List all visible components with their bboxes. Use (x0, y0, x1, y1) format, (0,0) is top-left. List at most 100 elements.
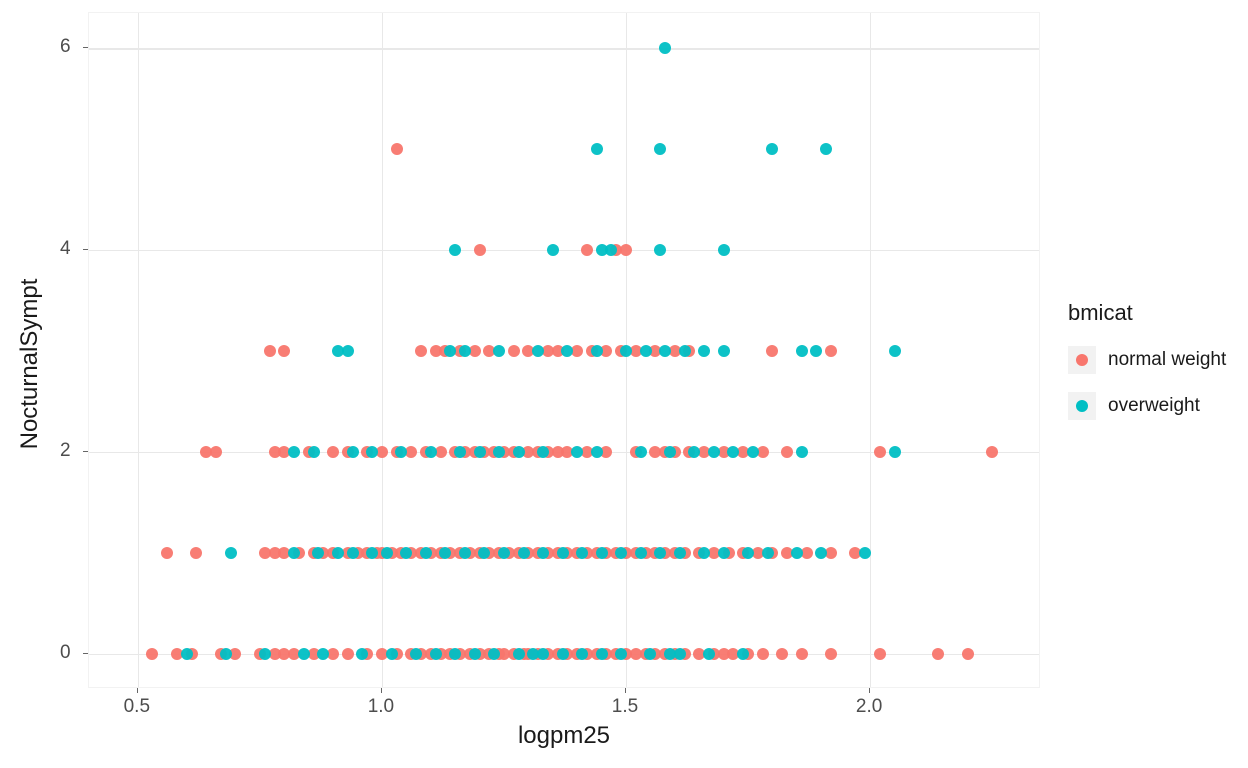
data-point (620, 244, 632, 256)
data-point (679, 345, 691, 357)
legend-item: normal weight (1068, 346, 1226, 374)
y-tick-mark (83, 249, 88, 250)
data-point (366, 446, 378, 458)
data-point (962, 648, 974, 660)
data-point (698, 345, 710, 357)
x-tick-label: 2.0 (856, 696, 882, 718)
y-tick-mark (83, 47, 88, 48)
data-point (488, 648, 500, 660)
data-point (932, 648, 944, 660)
data-point (347, 446, 359, 458)
data-point (815, 547, 827, 559)
data-point (796, 345, 808, 357)
x-tick-label: 0.5 (124, 696, 150, 718)
data-point (654, 244, 666, 256)
scatter-chart: logpm25 NocturnalSympt bmicat normal wei… (0, 0, 1248, 768)
data-point (659, 42, 671, 54)
data-point (757, 648, 769, 660)
data-point (718, 345, 730, 357)
data-point (537, 547, 549, 559)
data-point (557, 648, 569, 660)
x-tick-label: 1.0 (368, 696, 394, 718)
x-tick-mark (381, 688, 382, 693)
data-point (181, 648, 193, 660)
legend-dot-icon (1076, 400, 1088, 412)
data-point (874, 648, 886, 660)
data-point (796, 446, 808, 458)
x-tick-mark (137, 688, 138, 693)
data-point (581, 244, 593, 256)
x-axis-title: logpm25 (518, 722, 610, 750)
y-tick-label: 2 (60, 440, 71, 462)
x-tick-mark (869, 688, 870, 693)
data-point (308, 446, 320, 458)
data-point (810, 345, 822, 357)
data-point (796, 648, 808, 660)
data-point (493, 446, 505, 458)
gridline-vertical (138, 13, 139, 687)
data-point (288, 547, 300, 559)
data-point (327, 446, 339, 458)
data-point (220, 648, 232, 660)
legend-item: overweight (1068, 392, 1226, 420)
legend-dot-icon (1076, 354, 1088, 366)
data-point (430, 648, 442, 660)
data-point (459, 345, 471, 357)
data-point (825, 648, 837, 660)
data-point (400, 547, 412, 559)
data-point (591, 446, 603, 458)
data-point (439, 547, 451, 559)
legend-title: bmicat (1068, 300, 1226, 326)
data-point (381, 547, 393, 559)
data-point (776, 648, 788, 660)
y-axis-title: NocturnalSympt (16, 279, 44, 450)
data-point (889, 446, 901, 458)
data-point (210, 446, 222, 458)
x-tick-mark (625, 688, 626, 693)
gridline-vertical (382, 13, 383, 687)
data-point (635, 446, 647, 458)
legend-label: overweight (1108, 395, 1200, 417)
data-point (659, 345, 671, 357)
data-point (225, 547, 237, 559)
data-point (347, 547, 359, 559)
data-point (264, 345, 276, 357)
legend-label: normal weight (1108, 349, 1226, 371)
legend: bmicat normal weight overweight (1068, 300, 1226, 438)
data-point (615, 648, 627, 660)
data-point (718, 547, 730, 559)
data-point (449, 244, 461, 256)
data-point (391, 143, 403, 155)
data-point (288, 446, 300, 458)
data-point (537, 446, 549, 458)
data-point (654, 547, 666, 559)
data-point (571, 446, 583, 458)
data-point (498, 547, 510, 559)
data-point (410, 648, 422, 660)
data-point (654, 143, 666, 155)
data-point (547, 244, 559, 256)
data-point (615, 547, 627, 559)
data-point (674, 648, 686, 660)
data-point (508, 345, 520, 357)
data-point (766, 345, 778, 357)
y-tick-label: 6 (60, 36, 71, 58)
data-point (366, 547, 378, 559)
data-point (762, 547, 774, 559)
data-point (537, 648, 549, 660)
data-point (825, 345, 837, 357)
data-point (474, 244, 486, 256)
legend-key (1068, 392, 1096, 420)
data-point (278, 345, 290, 357)
data-point (146, 648, 158, 660)
data-point (703, 648, 715, 660)
gridline-horizontal (89, 250, 1039, 251)
data-point (747, 446, 759, 458)
data-point (889, 345, 901, 357)
legend-key (1068, 346, 1096, 374)
data-point (415, 345, 427, 357)
data-point (342, 345, 354, 357)
data-point (820, 143, 832, 155)
data-point (605, 244, 617, 256)
data-point (298, 648, 310, 660)
